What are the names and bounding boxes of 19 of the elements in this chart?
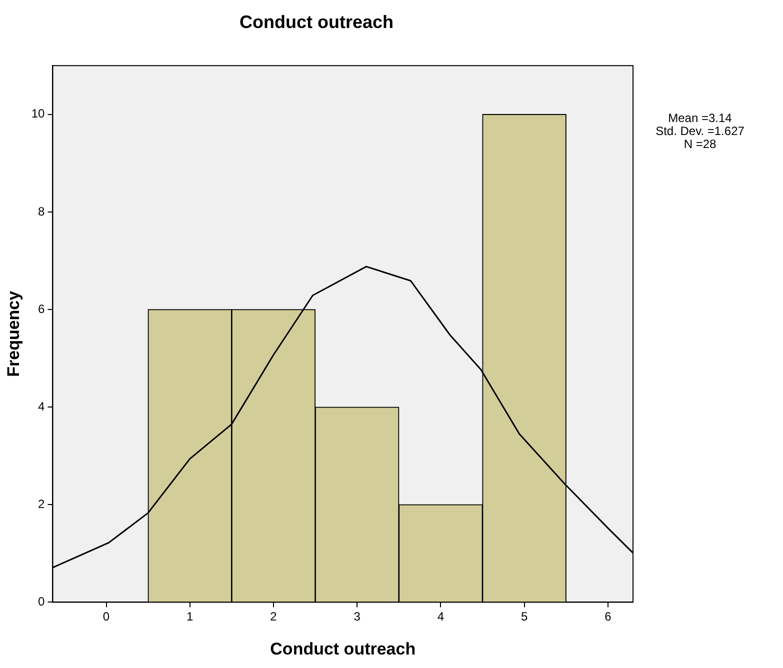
chart-title: Conduct outreach [239, 12, 394, 32]
x-tick-label: 3 [354, 610, 361, 624]
x-tick-label: 4 [437, 610, 444, 624]
y-tick-label: 2 [38, 496, 46, 511]
y-tick-label: 8 [38, 204, 46, 218]
y-axis-title: Frequency [4, 290, 23, 377]
text: Std. Dev. =1.627 [654, 124, 746, 138]
x-tick-label: 0 [102, 610, 110, 624]
y-tick-label: 4 [38, 399, 46, 414]
x-tick-label: 1 [186, 610, 194, 624]
text: N =28 [682, 137, 718, 151]
y-tick-label: 6 [38, 302, 46, 316]
x-tick-label: 5 [520, 610, 528, 624]
y-tick-label: 0 [38, 594, 46, 609]
text: Mean =3.14 [667, 111, 733, 125]
y-tick-label: 10 [31, 106, 46, 121]
x-axis-title: Conduct outreach [270, 639, 416, 658]
x-tick-label: 6 [604, 610, 612, 624]
x-tick-label: 2 [270, 610, 278, 624]
